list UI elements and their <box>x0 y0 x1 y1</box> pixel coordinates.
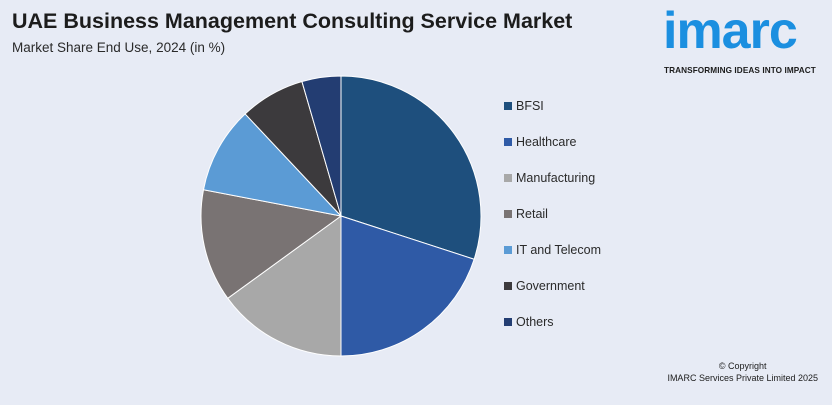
legend-item-others: Others <box>504 304 601 340</box>
legend-swatch <box>504 174 512 182</box>
copyright-line-1: © Copyright <box>718 361 767 371</box>
legend-swatch <box>504 102 512 110</box>
legend-swatch <box>504 210 512 218</box>
copyright-notice: © Copyright IMARC Services Private Limit… <box>667 360 818 384</box>
chart-title: UAE Business Management Consulting Servi… <box>12 9 573 33</box>
legend-swatch <box>504 138 512 146</box>
logo-tagline: TRANSFORMING IDEAS INTO IMPACT <box>664 66 816 75</box>
pie-slice-it-and-telecom <box>202 113 343 217</box>
legend-label: Others <box>516 315 554 329</box>
legend-label: Manufacturing <box>516 171 596 185</box>
pie-slice-retail <box>200 189 343 299</box>
legend-item-it-and-telecom: IT and Telecom <box>504 232 601 268</box>
chart-legend: BFSI Healthcare Manufacturing Retail IT and … <box>504 96 601 348</box>
legend-label: Healthcare <box>516 135 577 149</box>
legend-item-bfsi: BFSI <box>504 88 601 124</box>
legend-swatch <box>504 318 512 326</box>
legend-swatch <box>504 282 512 290</box>
legend-item-retail: Retail <box>504 196 601 232</box>
pie-slice-manufacturing <box>227 215 342 357</box>
legend-item-healthcare: Healthcare <box>504 124 601 160</box>
copyright-line-2: IMARC Services Private Limited 2025 <box>667 373 818 383</box>
legend-label: BFSI <box>516 99 544 113</box>
pie-slice-others <box>301 75 342 217</box>
legend-item-government: Government <box>504 268 601 304</box>
pie-slice-bfsi <box>340 75 482 260</box>
chart-subtitle: Market Share End Use, 2024 (in %) <box>12 40 226 55</box>
legend-label: Retail <box>516 207 548 221</box>
logo-wordmark: imarc <box>663 2 798 60</box>
legend-swatch <box>504 246 512 254</box>
pie-slice-healthcare <box>340 215 475 357</box>
legend-item-manufacturing: Manufacturing <box>504 160 601 196</box>
imarc-logo: imarc TRANSFORMING IDEAS INTO IMPACT <box>663 2 823 76</box>
legend-label: Government <box>516 279 585 293</box>
legend-label: IT and Telecom <box>516 243 602 257</box>
